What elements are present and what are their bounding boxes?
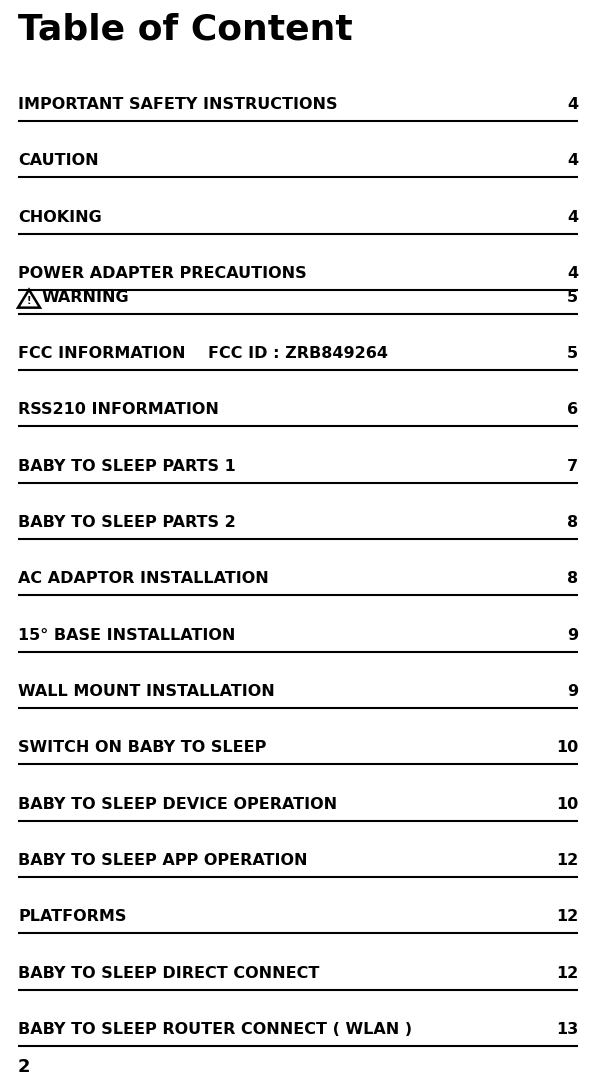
Text: 15° BASE INSTALLATION: 15° BASE INSTALLATION — [18, 627, 235, 642]
Text: BABY TO SLEEP APP OPERATION: BABY TO SLEEP APP OPERATION — [18, 853, 307, 868]
Text: 4: 4 — [567, 97, 578, 112]
Text: 2: 2 — [18, 1058, 31, 1076]
Text: 12: 12 — [556, 853, 578, 868]
Text: WARNING: WARNING — [42, 290, 129, 305]
Text: BABY TO SLEEP ROUTER CONNECT ( WLAN ): BABY TO SLEEP ROUTER CONNECT ( WLAN ) — [18, 1022, 412, 1037]
Text: CHOKING: CHOKING — [18, 209, 102, 225]
Text: Table of Content: Table of Content — [18, 12, 353, 46]
Text: 8: 8 — [567, 572, 578, 586]
Text: SWITCH ON BABY TO SLEEP: SWITCH ON BABY TO SLEEP — [18, 740, 267, 755]
Text: 5: 5 — [567, 346, 578, 361]
Text: WALL MOUNT INSTALLATION: WALL MOUNT INSTALLATION — [18, 684, 275, 699]
Text: 4: 4 — [567, 153, 578, 168]
Text: IMPORTANT SAFETY INSTRUCTIONS: IMPORTANT SAFETY INSTRUCTIONS — [18, 97, 337, 112]
Text: 8: 8 — [567, 515, 578, 529]
Text: AC ADAPTOR INSTALLATION: AC ADAPTOR INSTALLATION — [18, 572, 269, 586]
Text: 6: 6 — [567, 403, 578, 418]
Text: 10: 10 — [556, 740, 578, 755]
Text: 9: 9 — [567, 684, 578, 699]
Text: 9: 9 — [567, 627, 578, 642]
Text: !: ! — [27, 296, 31, 306]
Text: 13: 13 — [556, 1022, 578, 1037]
Text: PLATFORMS: PLATFORMS — [18, 909, 126, 924]
Text: 10: 10 — [556, 796, 578, 812]
Text: 12: 12 — [556, 966, 578, 981]
Text: CAUTION: CAUTION — [18, 153, 99, 168]
Text: RSS210 INFORMATION: RSS210 INFORMATION — [18, 403, 219, 418]
Text: BABY TO SLEEP DEVICE OPERATION: BABY TO SLEEP DEVICE OPERATION — [18, 796, 337, 812]
Text: 4: 4 — [567, 209, 578, 225]
Text: BABY TO SLEEP PARTS 1: BABY TO SLEEP PARTS 1 — [18, 459, 236, 474]
Text: BABY TO SLEEP DIRECT CONNECT: BABY TO SLEEP DIRECT CONNECT — [18, 966, 319, 981]
Text: 5: 5 — [567, 290, 578, 305]
Text: 7: 7 — [567, 459, 578, 474]
Text: 4: 4 — [567, 266, 578, 281]
Text: FCC INFORMATION    FCC ID : ZRB849264: FCC INFORMATION FCC ID : ZRB849264 — [18, 346, 388, 361]
Text: POWER ADAPTER PRECAUTIONS: POWER ADAPTER PRECAUTIONS — [18, 266, 307, 281]
Text: BABY TO SLEEP PARTS 2: BABY TO SLEEP PARTS 2 — [18, 515, 236, 529]
Text: 12: 12 — [556, 909, 578, 924]
